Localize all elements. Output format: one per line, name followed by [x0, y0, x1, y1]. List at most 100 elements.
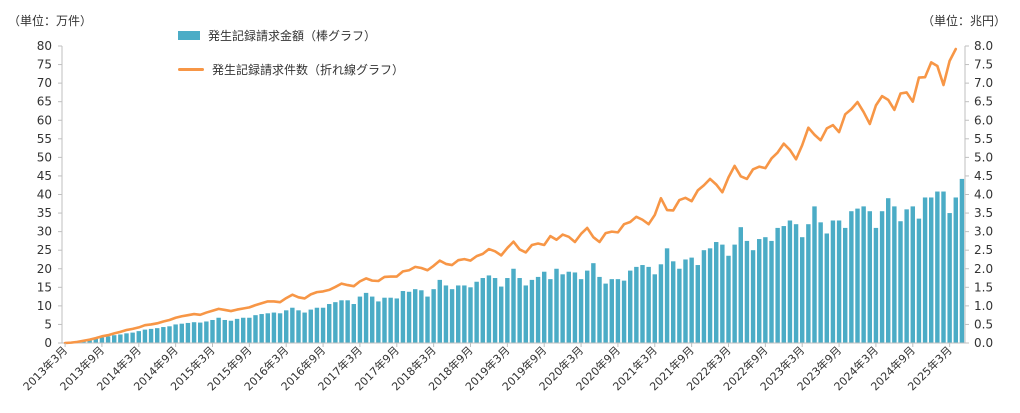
bar [388, 297, 393, 343]
right-tick-label: 3.5 [974, 206, 993, 220]
bar [161, 327, 166, 343]
bar [271, 312, 277, 343]
bar [259, 314, 264, 343]
left-tick-label: 15 [37, 280, 52, 294]
bar [155, 328, 160, 343]
bar [781, 226, 786, 343]
bar [775, 227, 780, 343]
left-tick-label: 60 [37, 113, 52, 127]
bar [339, 300, 344, 343]
bar [185, 322, 191, 343]
bar [720, 244, 725, 343]
bar [800, 237, 805, 343]
right-tick-label: 6.0 [974, 113, 993, 127]
bar [222, 319, 227, 343]
bar [609, 279, 614, 343]
bar [480, 278, 485, 343]
bar [290, 307, 295, 343]
bar [701, 250, 707, 343]
bar [191, 322, 197, 343]
bar [351, 304, 356, 343]
bar [376, 301, 381, 343]
bar [535, 276, 541, 343]
bar [830, 220, 836, 343]
right-tick-label: 2.5 [974, 243, 993, 257]
bar [554, 268, 559, 343]
bar [836, 220, 842, 343]
bar [621, 280, 627, 343]
bar [757, 239, 762, 343]
right-tick-label: 7.5 [974, 58, 993, 72]
bar [560, 274, 565, 343]
bar [738, 227, 743, 343]
bar [529, 279, 535, 343]
left-tick-label: 70 [37, 76, 52, 90]
x-axis-ticks: 2013年3月2013年9月2014年3月2014年9月2015年3月2015年… [20, 343, 955, 393]
bar [363, 292, 369, 343]
bar [572, 272, 578, 343]
bar [707, 248, 713, 343]
right-tick-label: 0.0 [974, 336, 993, 350]
right-tick-label: 5.5 [974, 132, 993, 146]
bar [591, 263, 596, 343]
left-tick-label: 75 [37, 58, 52, 72]
bar [523, 285, 528, 343]
bar [578, 279, 584, 343]
bar [234, 318, 240, 343]
bar [216, 317, 221, 343]
right-tick-label: 6.5 [974, 95, 993, 109]
bar [87, 340, 92, 343]
bar [947, 213, 952, 343]
bar [695, 265, 700, 343]
right-tick-label: 8.0 [974, 39, 993, 53]
bar [548, 279, 553, 343]
left-tick-label: 55 [37, 132, 52, 146]
bar [763, 237, 768, 343]
bar [124, 333, 129, 343]
bar [615, 279, 621, 343]
bar [873, 227, 879, 343]
bar [904, 209, 909, 343]
bar [456, 285, 461, 343]
bar [867, 211, 872, 343]
bar [327, 304, 332, 343]
bar [99, 337, 105, 343]
bar [173, 324, 178, 343]
bar [511, 268, 516, 343]
bar [671, 261, 676, 343]
bar [265, 313, 270, 343]
bar [542, 271, 547, 343]
bar [855, 208, 860, 343]
bar [167, 326, 172, 343]
bar [105, 336, 111, 343]
bar [505, 278, 510, 343]
bar [136, 331, 141, 343]
left-tick-label: 10 [37, 299, 52, 313]
right-y-axis-ticks: 0.0 0.5 1.0 1.5 2.0 2.5 3.0 3.5 4.0 4.5 5.0 5.5 6.0 6… [965, 39, 993, 350]
bar [357, 296, 363, 343]
left-tick-label: 20 [37, 262, 52, 276]
bar [112, 335, 117, 343]
bar [449, 289, 455, 343]
left-y-axis-ticks: 0 5 10 15 20 25 30 35 40 45 50 55 60 65 70 75 80 [37, 39, 62, 350]
bar [499, 286, 504, 343]
right-tick-label: 1.5 [974, 280, 993, 294]
bar [320, 307, 326, 343]
right-axis-unit-label: （単位：兆円） [921, 14, 1006, 28]
left-tick-label: 35 [37, 206, 52, 220]
legend: 発生記録請求金額（棒グラフ） 発生記録請求件数（折れ線グラフ） [178, 18, 404, 86]
bar [406, 291, 412, 343]
left-tick-label: 5 [44, 317, 52, 331]
bar [296, 310, 301, 343]
right-tick-label: 4.0 [974, 188, 993, 202]
bar [443, 285, 449, 343]
bar [597, 276, 602, 343]
legend-bar-swatch [178, 30, 200, 40]
bar [302, 312, 307, 343]
bar [333, 302, 338, 343]
bar [640, 265, 645, 343]
bar [130, 332, 135, 343]
right-tick-label: 3.0 [974, 225, 993, 239]
legend-item-count: 発生記録請求件数（折れ線グラフ） [178, 52, 404, 86]
